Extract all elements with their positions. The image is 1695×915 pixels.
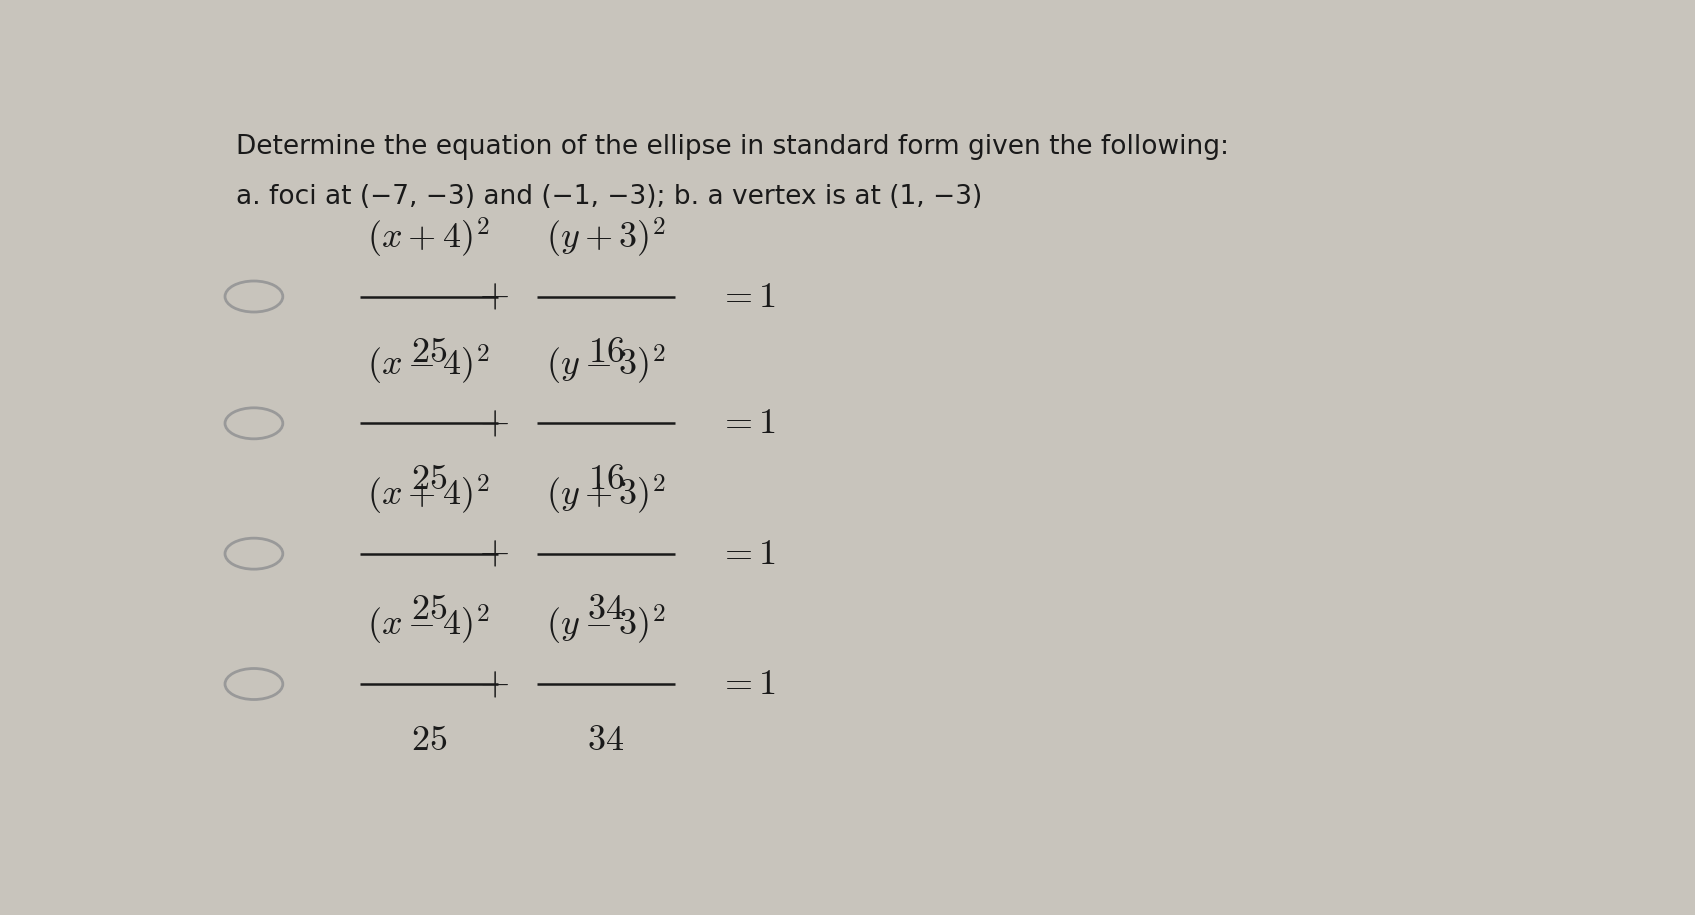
- Text: $\mathit{16}$: $\mathit{16}$: [588, 335, 624, 370]
- Text: $+$: $+$: [480, 534, 508, 573]
- Text: $\mathit{25}$: $\mathit{25}$: [410, 723, 447, 757]
- Text: $\mathit{(y - 3)^2}$: $\mathit{(y - 3)^2}$: [546, 603, 666, 648]
- Text: $\mathit{34}$: $\mathit{34}$: [588, 723, 624, 757]
- Text: a. foci at (−7, −3) and (−1, −3); b. a vertex is at (1, −3): a. foci at (−7, −3) and (−1, −3); b. a v…: [236, 184, 981, 210]
- Text: $\mathit{34}$: $\mathit{34}$: [588, 592, 624, 627]
- Text: $\mathit{16}$: $\mathit{16}$: [588, 462, 624, 496]
- Text: $= 1$: $= 1$: [717, 406, 776, 440]
- Text: $+$: $+$: [480, 404, 508, 442]
- Text: $\mathit{25}$: $\mathit{25}$: [410, 592, 447, 627]
- Text: $\mathit{(y + 3)^2}$: $\mathit{(y + 3)^2}$: [546, 216, 666, 260]
- Text: $+$: $+$: [480, 665, 508, 703]
- Text: $\mathit{(x + 4)^2}$: $\mathit{(x + 4)^2}$: [368, 473, 490, 517]
- Text: $= 1$: $= 1$: [717, 537, 776, 571]
- Text: $\mathit{(x - 4)^2}$: $\mathit{(x - 4)^2}$: [368, 343, 490, 387]
- Text: $\mathit{(y + 3)^2}$: $\mathit{(y + 3)^2}$: [546, 473, 666, 517]
- Text: $= 1$: $= 1$: [717, 279, 776, 314]
- Text: $= 1$: $= 1$: [717, 667, 776, 701]
- Text: Determine the equation of the ellipse in standard form given the following:: Determine the equation of the ellipse in…: [236, 135, 1229, 160]
- Text: $\mathit{25}$: $\mathit{25}$: [410, 335, 447, 370]
- Text: $\mathit{(x - 4)^2}$: $\mathit{(x - 4)^2}$: [368, 603, 490, 648]
- Text: $\mathit{(y - 3)^2}$: $\mathit{(y - 3)^2}$: [546, 343, 666, 387]
- Text: $\mathit{(x + 4)^2}$: $\mathit{(x + 4)^2}$: [368, 216, 490, 260]
- Text: $\mathit{25}$: $\mathit{25}$: [410, 462, 447, 496]
- Text: $+$: $+$: [480, 277, 508, 316]
